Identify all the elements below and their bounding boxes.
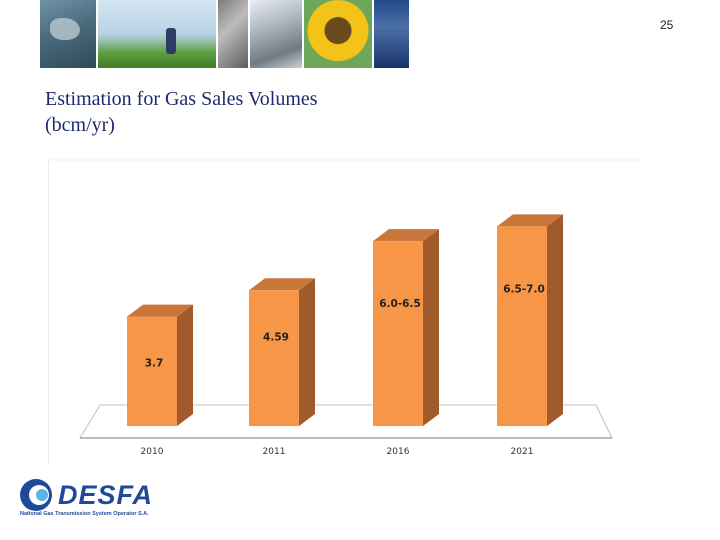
x-tick-label-2010: 2010 [141, 447, 164, 457]
bar-top-2010 [127, 304, 193, 317]
desfa-logo-name: DESFA [58, 480, 154, 510]
x-tick-label-2021: 2021 [511, 447, 534, 457]
bar-2016 [373, 241, 423, 426]
bar-2010 [127, 316, 177, 426]
bar-side-2011 [299, 278, 315, 426]
bar-side-2021 [547, 214, 563, 426]
data-label-2016: 6.0-6.5 [379, 298, 421, 310]
gas-sales-chart: 3.7 2010 4.59 2011 6.0-6.5 2016 6.5-7.0 2021 [48, 158, 644, 465]
header-banner [40, 0, 413, 68]
banner-photo-valves [218, 0, 248, 68]
data-label-2010: 3.7 [145, 358, 164, 370]
desfa-logo-tagline: National Gas Transmission System Operato… [20, 511, 149, 517]
bar-side-2010 [177, 304, 193, 426]
desfa-logo-mark-icon [20, 479, 52, 511]
bar-2011 [249, 290, 299, 426]
bar-top-2011 [249, 278, 315, 291]
banner-photo-pipelines [250, 0, 302, 68]
data-label-2021: 6.5-7.0 [503, 283, 545, 295]
banner-photo-gas-flame [374, 0, 409, 68]
data-label-2011: 4.59 [263, 331, 289, 343]
slide-title-line2: (bcm/yr) [45, 114, 115, 136]
x-tick-label-2011: 2011 [263, 447, 286, 457]
bar-top-2021 [497, 214, 563, 227]
chart-canvas: 3.7 2010 4.59 2011 6.0-6.5 2016 6.5-7.0 2021 [48, 159, 644, 465]
bar-2021 [497, 226, 547, 426]
slide-title-line1: Estimation for Gas Sales Volumes [45, 88, 318, 110]
x-tick-label-2016: 2016 [387, 447, 410, 457]
desfa-logo: DESFA National Gas Transmission System O… [18, 478, 183, 523]
bar-side-2016 [423, 229, 439, 426]
page-number: 25 [660, 18, 674, 32]
bar-top-2016 [373, 229, 439, 242]
banner-photo-sunflower [304, 0, 372, 68]
slide-title: Estimation for Gas Sales Volumes (bcm/yr… [45, 86, 465, 138]
banner-photo-child-field [98, 0, 216, 68]
banner-photo-coast [40, 0, 96, 68]
